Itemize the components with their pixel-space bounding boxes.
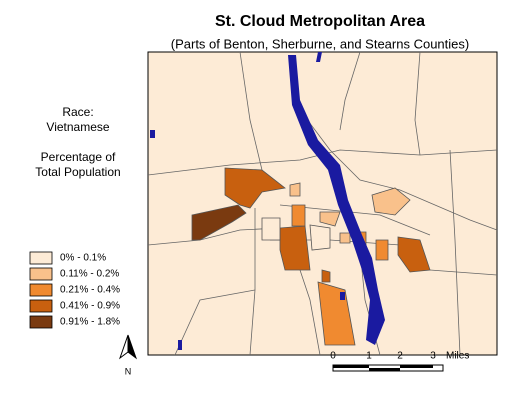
legend: 0% - 0.1% 0.11% - 0.2% 0.21% - 0.4% 0.41% -…: [29, 251, 120, 329]
tract: [289, 182, 301, 197]
scale-label: 1: [366, 351, 372, 362]
legend-swatch: [29, 283, 53, 297]
scale-unit: Miles: [446, 351, 469, 362]
map-title: St. Cloud Metropolitan Area: [215, 13, 425, 30]
race-label: Race:: [62, 105, 93, 119]
tract: [279, 225, 311, 271]
legend-swatch: [29, 251, 53, 265]
tract: [397, 236, 431, 273]
tract: [191, 204, 247, 241]
legend-label: 0% - 0.1%: [60, 253, 106, 264]
scale-label: 0: [330, 351, 336, 362]
tract: [321, 269, 331, 283]
north-label: N: [125, 366, 132, 376]
legend-swatch: [29, 315, 53, 329]
map-subtitle: (Parts of Benton, Sherburne, and Stearns…: [171, 36, 469, 51]
tracts: [191, 167, 431, 346]
legend-swatch: [29, 267, 53, 281]
race-value: Vietnamese: [46, 120, 109, 134]
river: [150, 52, 385, 350]
tract: [261, 217, 281, 241]
scale-label: 2: [397, 351, 403, 362]
measure-label: Total Population: [35, 165, 120, 179]
roads: [147, 51, 498, 356]
tract: [291, 204, 306, 227]
scale-bar: 0 1 2 3 Miles: [330, 351, 469, 372]
legend-label: 0.41% - 0.9%: [60, 301, 120, 312]
legend-label: 0.11% - 0.2%: [60, 269, 119, 280]
legend-swatch: [29, 299, 53, 313]
north-arrow: N: [118, 334, 138, 376]
legend-label: 0.21% - 0.4%: [60, 285, 120, 296]
tract: [309, 224, 331, 251]
tract: [317, 281, 356, 346]
scale-label: 3: [430, 351, 436, 362]
tract: [371, 187, 411, 216]
tract: [375, 239, 389, 261]
tract: [339, 232, 351, 244]
legend-label: 0.91% - 1.8%: [60, 317, 120, 328]
tract: [319, 211, 341, 227]
measure-label: Percentage of: [41, 150, 116, 164]
map-frame: [147, 51, 498, 356]
tract: [224, 167, 286, 209]
